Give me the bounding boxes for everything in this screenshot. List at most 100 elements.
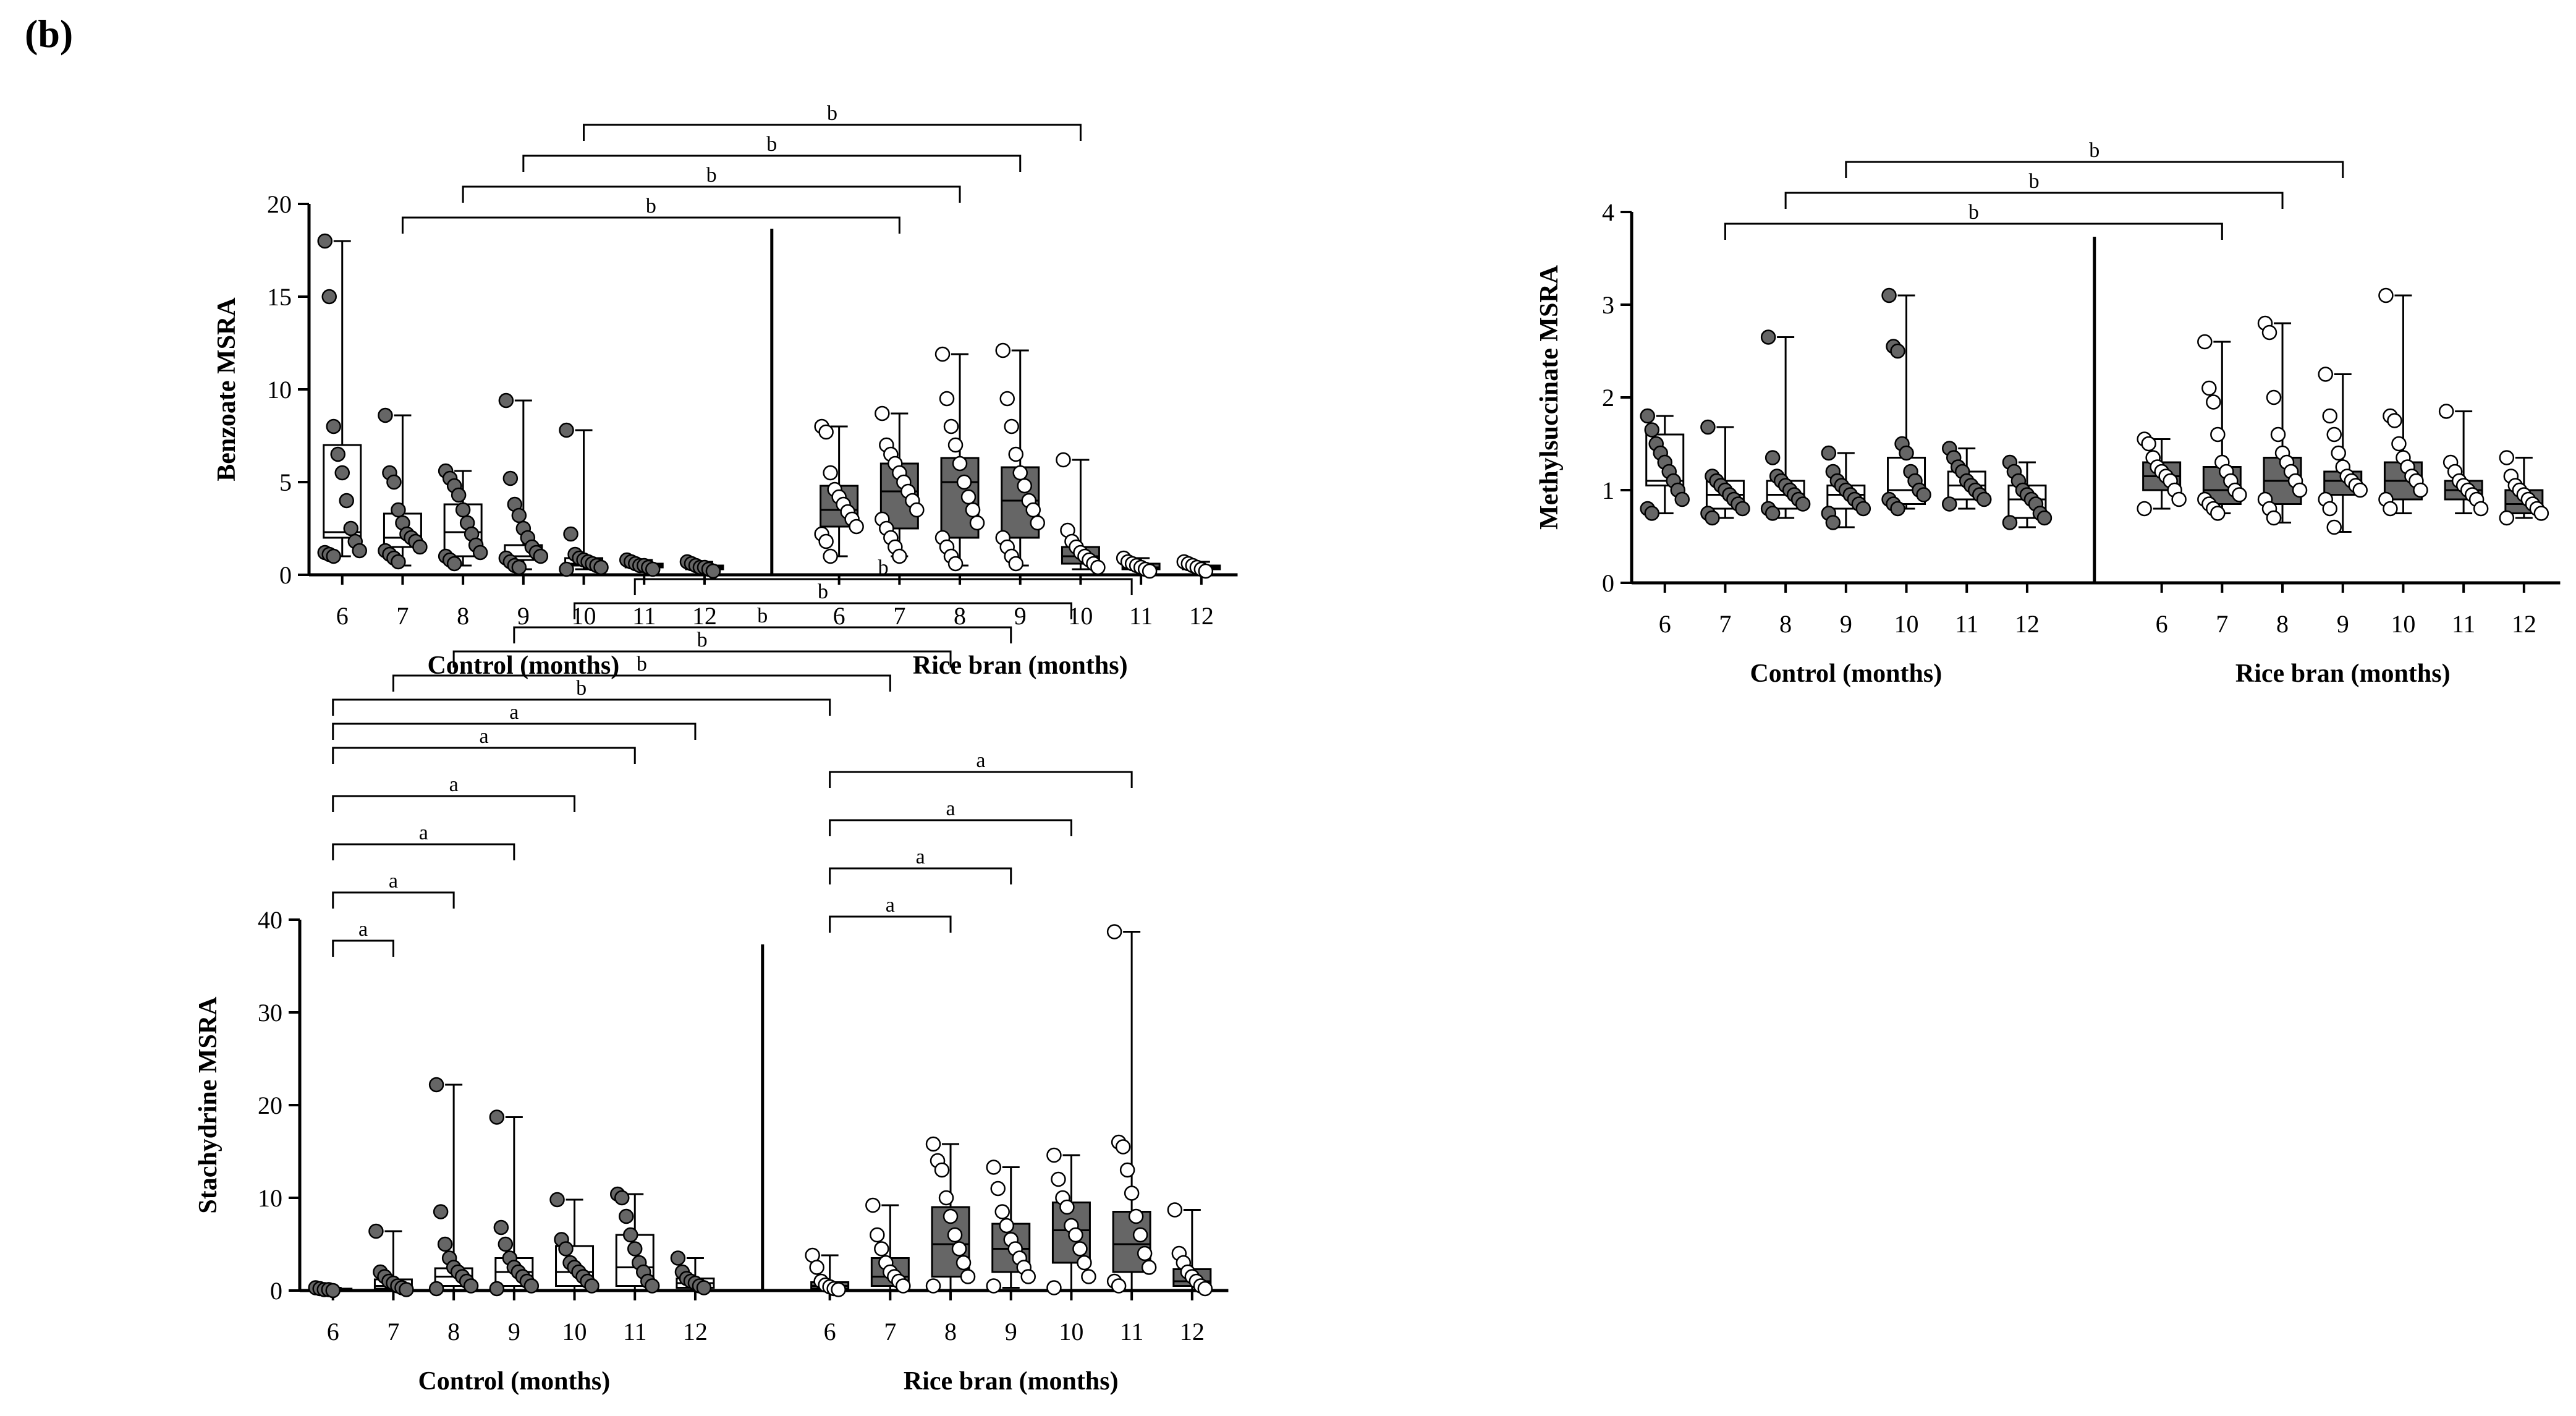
data-point — [986, 1278, 1001, 1294]
data-point — [1700, 419, 1716, 435]
data-point — [1890, 343, 1905, 359]
significance-label: b — [697, 629, 708, 651]
data-point — [2266, 389, 2282, 405]
data-point — [947, 1227, 963, 1243]
significance-label: b — [827, 102, 837, 125]
data-point — [1821, 445, 1837, 461]
data-point — [446, 556, 462, 572]
data-point — [943, 418, 959, 435]
x-tick-label: 9 — [517, 602, 530, 630]
data-point — [645, 561, 661, 577]
significance-bracket — [332, 939, 394, 957]
data-point — [1141, 1260, 1157, 1275]
x-tick-label: 12 — [2512, 610, 2536, 638]
x-tick-label: 6 — [2156, 610, 2168, 638]
data-point — [1941, 496, 1957, 512]
data-point — [559, 422, 574, 438]
significance-label: a — [389, 870, 398, 892]
significance-label: a — [976, 749, 985, 772]
data-point — [1640, 408, 1655, 424]
data-point — [451, 487, 467, 503]
data-point — [463, 1278, 479, 1294]
data-point — [1030, 515, 1045, 531]
data-point — [1008, 556, 1023, 572]
x-tick-label: 6 — [1659, 610, 1671, 638]
data-point — [1012, 465, 1028, 481]
data-point — [2533, 506, 2549, 521]
data-point — [2326, 519, 2342, 535]
x-tick-label: 10 — [1894, 610, 1919, 638]
data-point — [818, 533, 834, 549]
y-tick-label: 10 — [267, 376, 292, 404]
data-point — [1077, 1255, 1092, 1271]
significance-bracket — [633, 578, 1133, 595]
data-point — [2210, 506, 2226, 521]
data-point — [865, 1197, 881, 1213]
y-tick-label: 20 — [267, 190, 292, 218]
significance-bracket — [574, 602, 1072, 619]
stachydrine-chart: 0 10 20 30 40 Stachydrine MSRA 6 7 8 9 10 11 12 Contr… — [194, 556, 1229, 1396]
data-point — [523, 1278, 540, 1294]
data-point — [2331, 445, 2346, 461]
data-point — [502, 470, 519, 486]
significance-label: a — [886, 894, 895, 917]
significance-bracket — [583, 124, 1082, 141]
x-tick-label: 7 — [396, 602, 409, 630]
data-point — [391, 554, 406, 570]
data-point — [1855, 501, 1871, 517]
data-point — [1644, 422, 1659, 438]
data-point — [925, 1136, 941, 1152]
data-point — [909, 502, 925, 518]
data-point — [559, 561, 574, 577]
data-point — [2210, 426, 2226, 443]
data-point — [1899, 445, 1914, 461]
significance-label: a — [358, 918, 368, 941]
x-tick-label: 8 — [2276, 610, 2289, 638]
significance-bracket — [332, 891, 455, 909]
x-axis-label: Control (months) — [1750, 659, 1942, 688]
data-point — [818, 424, 834, 440]
y-tick-label: 15 — [267, 283, 292, 311]
x-tick-label: 11 — [1129, 602, 1153, 630]
data-point — [969, 515, 985, 531]
data-point — [558, 1241, 574, 1257]
data-point — [1106, 924, 1122, 939]
data-point — [2171, 491, 2187, 507]
data-point — [1197, 1281, 1213, 1297]
x-tick-label: 6 — [833, 602, 845, 630]
data-point — [584, 1278, 600, 1294]
data-point — [1760, 329, 1776, 345]
data-point — [1004, 418, 1019, 435]
significance-label: a — [509, 701, 519, 724]
data-point — [386, 474, 402, 490]
x-tick-label: 10 — [562, 1318, 587, 1346]
data-point — [1644, 506, 1659, 521]
data-point — [1674, 491, 1690, 507]
y-tick-label: 10 — [258, 1184, 282, 1212]
x-tick-label: 7 — [387, 1318, 399, 1346]
data-point — [870, 1227, 885, 1243]
data-point — [1020, 1269, 1036, 1284]
data-point — [1705, 510, 1720, 526]
data-point — [618, 1208, 634, 1224]
data-point — [1059, 1199, 1075, 1215]
data-point — [428, 1077, 444, 1093]
data-point — [2206, 394, 2221, 410]
data-point — [1825, 515, 1841, 530]
data-point — [455, 502, 471, 518]
data-point — [938, 1190, 954, 1206]
significance-bracket — [401, 216, 900, 234]
data-point — [2137, 501, 2152, 517]
data-point — [823, 548, 838, 564]
significance-bracket — [1784, 192, 2284, 209]
data-point — [2141, 436, 2156, 452]
data-point — [952, 456, 968, 472]
data-point — [2413, 482, 2428, 498]
significance-bracket — [332, 747, 636, 764]
data-point — [1132, 1227, 1148, 1243]
significance-bracket — [452, 650, 952, 668]
data-point — [1976, 491, 1992, 507]
data-point — [874, 1241, 889, 1257]
x-tick-label: 8 — [447, 1318, 460, 1346]
data-point — [326, 418, 341, 435]
